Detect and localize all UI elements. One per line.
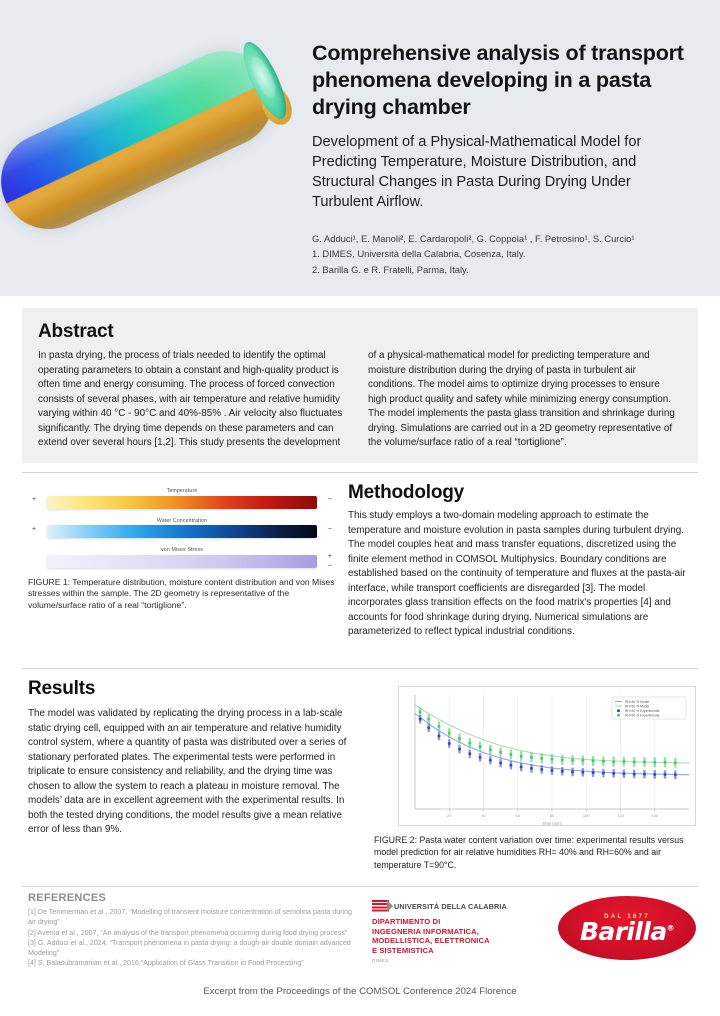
pasta-tortiglione-simulation-icon bbox=[0, 22, 298, 272]
references-block: REFERENCES [1] De Temmerman et al., 2007… bbox=[28, 892, 358, 969]
barilla-wordmark-text: Barilla bbox=[579, 916, 667, 946]
colorbar-von-mises-stress: von Mises Stress + − bbox=[32, 547, 332, 570]
section-divider-results bbox=[22, 668, 698, 669]
unical-logo: UNIVERSITÀ DELLA CALABRIA DIPARTIMENTO D… bbox=[372, 900, 542, 963]
colorbar-water-min-marker: − bbox=[327, 525, 332, 533]
methodology-heading: Methodology bbox=[348, 482, 465, 503]
header-text-block: Comprehensive analysis of transport phen… bbox=[300, 0, 720, 296]
water-content-chart-svg: 20 40 60 80 100 120 140 Time (min) RH=40 % Model… bbox=[414, 695, 690, 826]
colorbar-von-mises-label: von Mises Stress bbox=[161, 547, 203, 553]
svg-text:Time (min): Time (min) bbox=[542, 821, 562, 826]
svg-text:RH=60 % Experimental: RH=60 % Experimental bbox=[625, 714, 660, 718]
colorbar-temperature: Temperature + − bbox=[32, 488, 332, 509]
svg-text:80: 80 bbox=[550, 813, 555, 818]
svg-text:140: 140 bbox=[651, 813, 658, 818]
barilla-tagline: DAL 1877 bbox=[604, 912, 650, 920]
barilla-logo: DAL 1877 Barilla® bbox=[558, 896, 696, 960]
results-section: Results The model was validated by repli… bbox=[0, 668, 720, 888]
figure-1-caption: FIGURE 1: Temperature distribution, mois… bbox=[28, 576, 335, 611]
hero-image-area bbox=[0, 0, 300, 296]
unical-acronym: DIMES bbox=[372, 958, 389, 964]
registered-trademark-icon: ® bbox=[666, 923, 675, 933]
colorbar-stress-max-marker: + bbox=[327, 553, 332, 560]
logos-block: UNIVERSITÀ DELLA CALABRIA DIPARTIMENTO D… bbox=[372, 894, 696, 970]
barilla-wordmark: Barilla® bbox=[579, 916, 675, 946]
colorbar-water-concentration-label: Water Concentration bbox=[156, 517, 208, 524]
pasta-body bbox=[0, 35, 298, 245]
affiliation-2: 2. Barilla G. e R. Fratelli, Parma, Ital… bbox=[312, 263, 469, 275]
methodology-body: This study employs a two-domain modeling… bbox=[348, 510, 686, 637]
poster-footer: Excerpt from the Proceedings of the COMS… bbox=[203, 986, 517, 997]
unical-dept-line-4: E SISTEMISTICA bbox=[372, 945, 434, 955]
results-text-block: Results The model was validated by repli… bbox=[28, 678, 348, 838]
figure-1: Temperature + − Water Concentration + − … bbox=[28, 480, 340, 612]
svg-text:120: 120 bbox=[617, 813, 624, 818]
svg-text:40: 40 bbox=[481, 813, 486, 818]
colorbar-stress-min-marker: − bbox=[327, 563, 332, 570]
affiliation-1: 1. DIMES, Università della Calabria, Cos… bbox=[312, 248, 526, 260]
svg-text:RH=40 % Model: RH=40 % Model bbox=[625, 700, 649, 704]
figure-2-caption: FIGURE 2: Pasta water content variation … bbox=[374, 835, 684, 870]
methodology-text-block: Methodology This study employs a two-dom… bbox=[348, 482, 696, 640]
results-heading: Results bbox=[28, 678, 96, 699]
results-body: The model was validated by replicating t… bbox=[28, 708, 347, 835]
colorbar-water-max-marker: + bbox=[32, 525, 37, 533]
colorbar-stress-gradient bbox=[47, 554, 317, 568]
section-divider-references bbox=[22, 886, 698, 887]
abstract-section: Abstract In pasta drying, the process of… bbox=[22, 308, 698, 463]
unical-emblem-icon bbox=[372, 900, 393, 913]
colorbar-water-gradient bbox=[47, 525, 317, 538]
figure-2: 20 40 60 80 100 120 140 Time (min) RH=40 % Model… bbox=[374, 686, 696, 871]
water-content-chart: 20 40 60 80 100 120 140 Time (min) RH=40 % Model… bbox=[398, 686, 696, 826]
section-divider-methodology bbox=[22, 472, 698, 473]
unical-name: UNIVERSITÀ DELLA CALABRIA bbox=[394, 902, 507, 911]
svg-text:20: 20 bbox=[447, 813, 452, 818]
colorbar-water-concentration: Water Concentration + − bbox=[32, 517, 332, 538]
unical-dept-line-3: MODELLISTICA, ELETTRONICA bbox=[372, 936, 490, 946]
references-heading: REFERENCES bbox=[28, 892, 107, 904]
reference-item: [2] Aversa et al., 2007, “An analysis of… bbox=[28, 928, 348, 937]
svg-text:RH=60 % Model: RH=60 % Model bbox=[625, 705, 649, 709]
unical-dept-line-2: INGEGNERIA INFORMATICA, bbox=[372, 926, 479, 936]
colorbar-temperature-label: Temperature bbox=[166, 488, 198, 494]
figure-1-colorbars: Temperature + − Water Concentration + − … bbox=[32, 488, 332, 570]
page-title: Comprehensive analysis of transport phen… bbox=[312, 41, 684, 120]
page-subtitle: Development of a Physical-Mathematical M… bbox=[312, 134, 642, 211]
author-list: G. Adduci¹, E. Manoli², E. Cardaropoli²,… bbox=[312, 233, 635, 245]
unical-department: DIPARTIMENTO DI INGEGNERIA INFORMATICA, … bbox=[372, 917, 542, 955]
unical-dept-line-1: DIPARTIMENTO DI bbox=[372, 917, 441, 926]
svg-text:60: 60 bbox=[516, 813, 521, 818]
svg-text:100: 100 bbox=[583, 813, 590, 818]
colorbar-temperature-min-marker: − bbox=[327, 496, 332, 503]
abstract-heading: Abstract bbox=[38, 321, 114, 342]
colorbar-temperature-max-marker: + bbox=[32, 496, 37, 503]
reference-item: [1] De Temmerman et al., 2007, “Modellin… bbox=[28, 908, 352, 927]
abstract-column-right: of a physical-mathematical model for pre… bbox=[368, 350, 675, 448]
methodology-section: Temperature + − Water Concentration + − … bbox=[0, 472, 720, 670]
abstract-column-left: In pasta drying, the process of trials n… bbox=[38, 350, 343, 448]
colorbar-temperature-gradient bbox=[47, 495, 317, 509]
reference-item: [4] S. Balasubramanian et al., 2016,“App… bbox=[28, 959, 304, 968]
svg-text:RH=40 % Experimental: RH=40 % Experimental bbox=[625, 709, 660, 713]
poster-header: Comprehensive analysis of transport phen… bbox=[0, 0, 720, 296]
references-logos-band: REFERENCES [1] De Temmerman et al., 2007… bbox=[0, 890, 720, 982]
reference-item: [3] G. Adduci et al., 2024, “Transport p… bbox=[28, 938, 351, 958]
